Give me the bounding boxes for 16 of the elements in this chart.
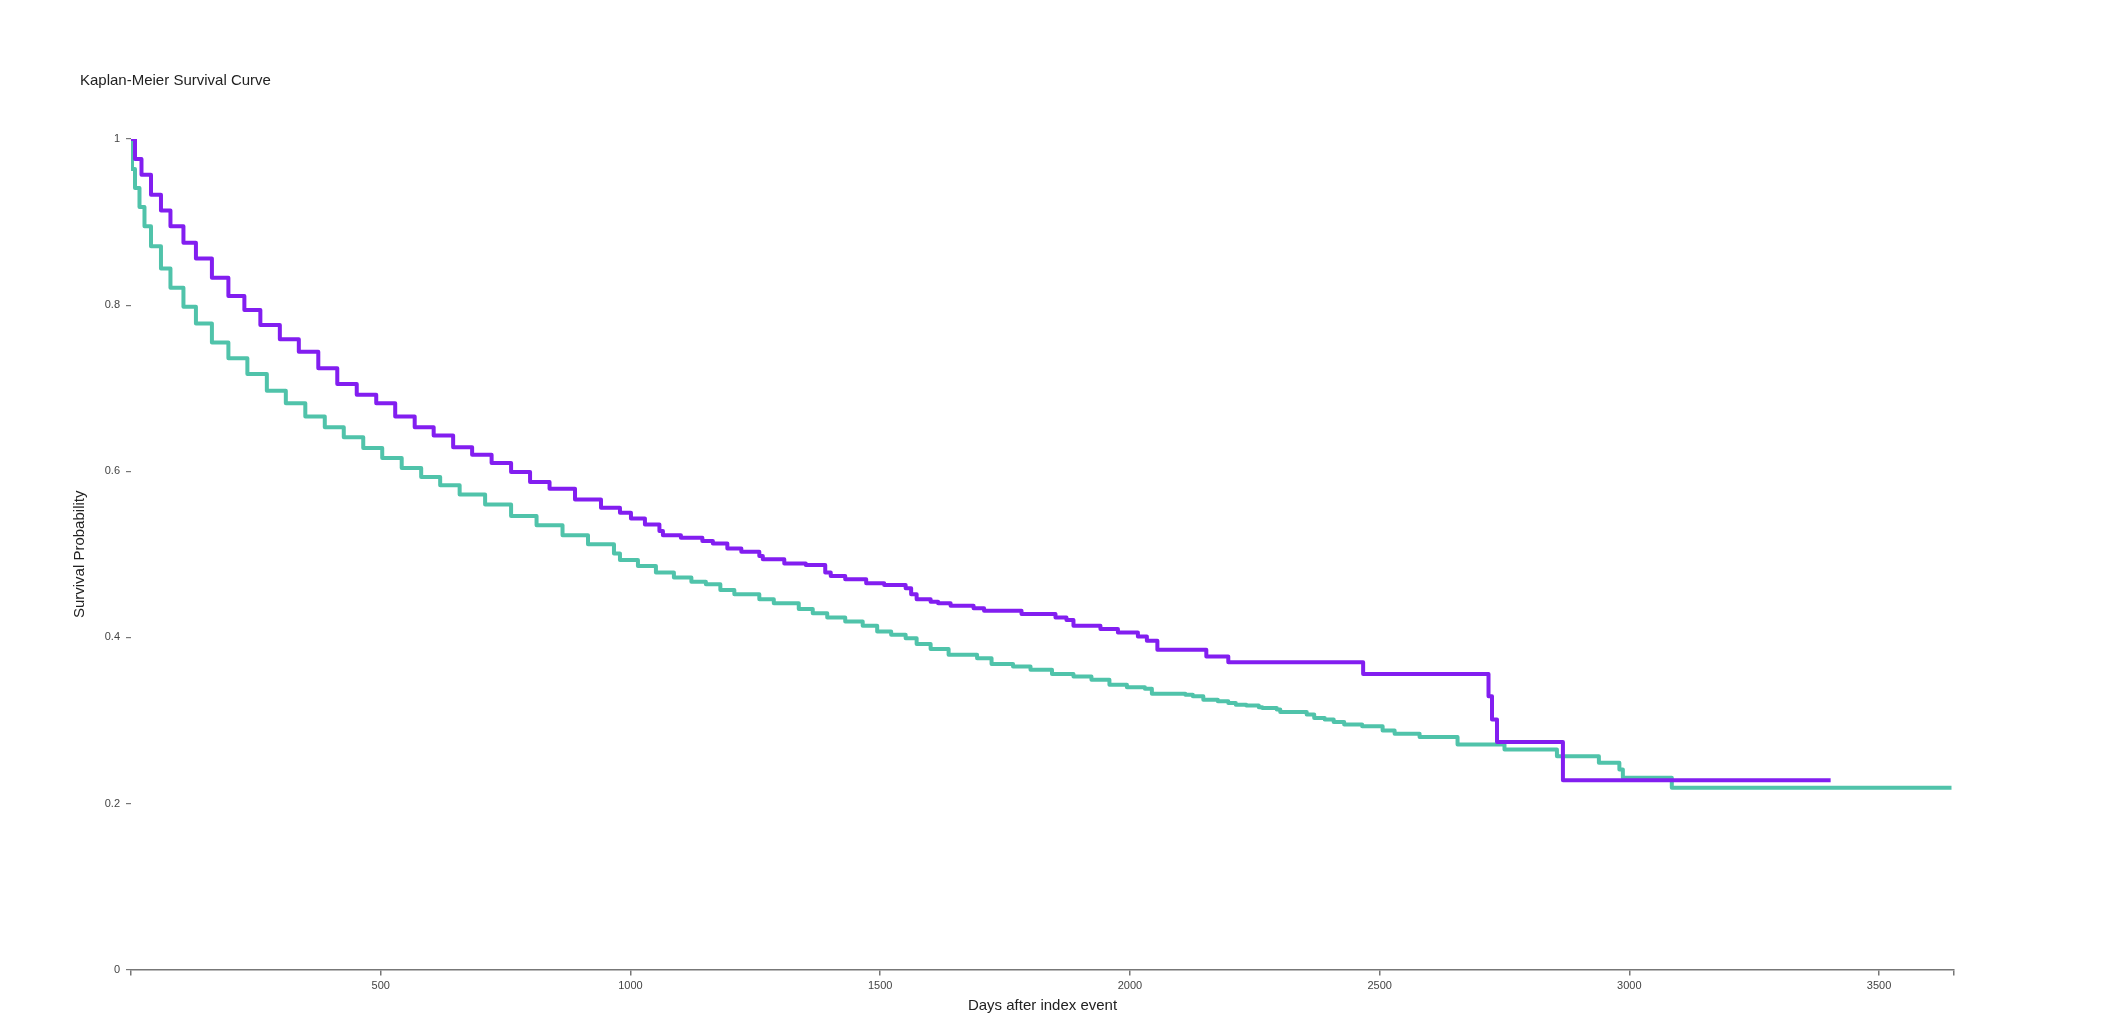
- y-axis-title: Survival Probability: [70, 490, 88, 619]
- x-tick-label: 3500: [1866, 979, 1892, 992]
- y-tick-label: 0.4: [104, 630, 120, 643]
- x-axis-title: Days after index event: [967, 996, 1118, 1014]
- x-tick-label: 1500: [867, 979, 893, 992]
- x-tick-label: 500: [371, 979, 390, 992]
- y-tick-label: 0.2: [104, 796, 120, 809]
- x-tick-label: 3000: [1617, 979, 1642, 992]
- x-tick-label: 2000: [1117, 979, 1143, 992]
- y-tick-label: 0.8: [104, 298, 120, 311]
- chart-title: Kaplan-Meier Survival Curve: [80, 70, 271, 90]
- y-tick-label: 0.6: [104, 464, 120, 477]
- x-tick-label: 2500: [1367, 979, 1392, 992]
- y-tick-label: 1: [113, 132, 120, 145]
- x-tick-label: 1000: [618, 979, 643, 992]
- y-tick-label: 0: [113, 962, 120, 975]
